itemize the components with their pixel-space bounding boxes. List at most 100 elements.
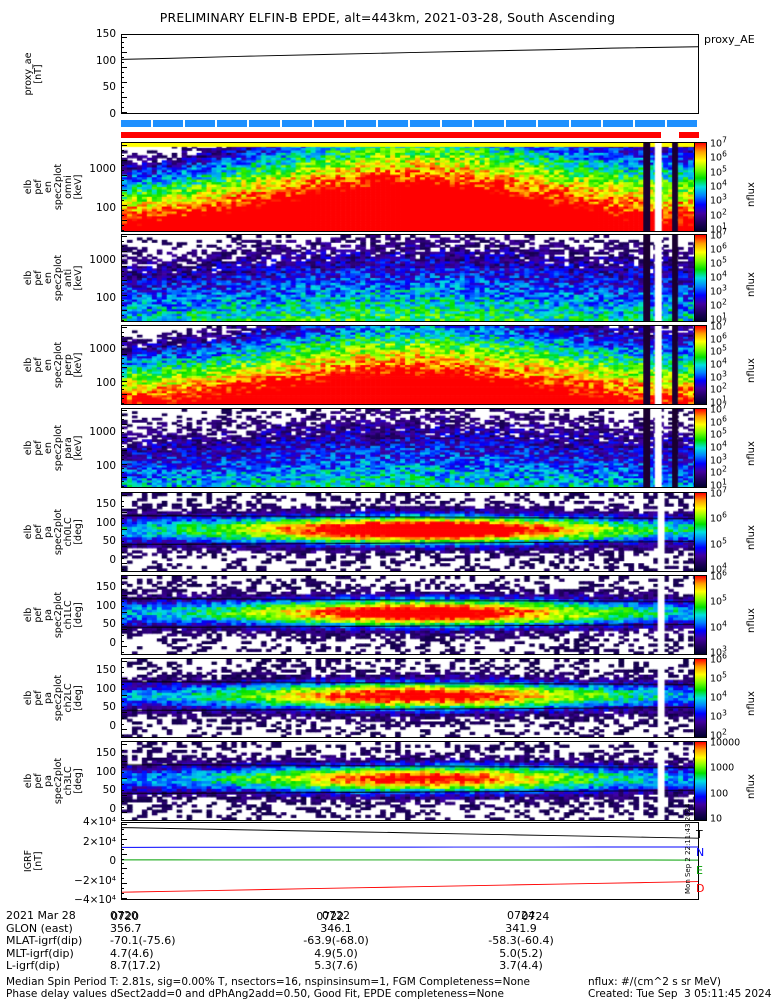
tick-mark bbox=[121, 512, 127, 513]
colorbar-tick-label: 106 bbox=[710, 568, 727, 583]
spectrogram-canvas bbox=[122, 143, 698, 231]
tick-mark bbox=[121, 309, 127, 311]
tick-mark bbox=[121, 367, 127, 369]
y-tick-label: 2×10⁴ bbox=[82, 835, 116, 848]
tick-mark bbox=[121, 468, 124, 469]
x-tick-label: 0724 bbox=[521, 910, 550, 923]
proxy-ae-ylabel: proxy_ae [nT] bbox=[23, 34, 86, 114]
tick-mark bbox=[121, 700, 124, 702]
tick-mark bbox=[121, 766, 124, 768]
igrf-legend-D: D bbox=[696, 882, 705, 895]
axis-ticks bbox=[121, 575, 129, 655]
tick-mark bbox=[121, 290, 124, 292]
y-tick-label: 100 bbox=[95, 201, 116, 214]
tick-mark bbox=[121, 236, 127, 238]
tick-mark bbox=[121, 806, 124, 808]
colorbar-tick-label: 105 bbox=[710, 164, 727, 179]
tick-mark bbox=[121, 428, 124, 429]
status-segment bbox=[153, 120, 184, 127]
y-tick-label: 1000 bbox=[89, 426, 116, 438]
table-cell: 341.9 bbox=[505, 921, 537, 935]
tick-mark bbox=[121, 557, 124, 559]
tick-mark bbox=[121, 199, 124, 201]
axis-ticks bbox=[121, 142, 129, 232]
table-cell: 346.1 bbox=[320, 921, 352, 935]
tick-mark bbox=[121, 56, 124, 58]
y-tick-label: 150 bbox=[95, 664, 116, 677]
colorbar-tick-label: 101 bbox=[710, 311, 727, 326]
y-tick-label: 0 bbox=[109, 553, 116, 566]
tick-mark bbox=[121, 450, 127, 452]
axis-ticks bbox=[121, 325, 129, 405]
y-tick-label: 0 bbox=[109, 855, 116, 867]
tick-mark bbox=[121, 494, 127, 496]
tick-mark bbox=[121, 304, 124, 306]
tick-mark bbox=[121, 159, 127, 161]
y-tick-label: 100 bbox=[95, 682, 116, 695]
tick-mark bbox=[121, 71, 124, 73]
colorbar-labels-1: 107 106 105 104 103 102 101 bbox=[710, 228, 750, 325]
tick-mark bbox=[121, 712, 127, 714]
colorbar-1 bbox=[694, 234, 707, 322]
colorbar-4 bbox=[694, 492, 707, 572]
tick-mark bbox=[121, 783, 124, 785]
table-cell: 5.3(7.6) bbox=[314, 959, 358, 973]
tick-mark bbox=[121, 617, 124, 619]
colorbar-tick-label: 101 bbox=[710, 221, 727, 236]
colorbar-tick-label: 103 bbox=[710, 452, 727, 467]
table-cell: -58.3(-60.4) bbox=[488, 934, 554, 948]
tick-mark bbox=[121, 327, 127, 329]
axis-ticks bbox=[121, 234, 129, 322]
tick-mark bbox=[121, 371, 124, 373]
tick-mark bbox=[121, 389, 124, 391]
row-label: MLT-igrf(dip) bbox=[6, 946, 74, 960]
status-segment bbox=[666, 120, 697, 127]
tick-mark bbox=[121, 164, 124, 166]
proxy-ae-panel bbox=[121, 34, 699, 114]
tick-mark bbox=[121, 445, 124, 447]
igrf-yticks: 4×10⁴ 2×10⁴ 0 −2×10⁴ −4×10⁴ bbox=[62, 816, 118, 906]
footer-right: nflux: #/(cm^2 s sr MeV) Created: Tue Se… bbox=[588, 976, 772, 1000]
table-cell: -63.9(-68.0) bbox=[303, 934, 369, 948]
colorbar-title-7: nflux bbox=[746, 773, 757, 799]
colorbar-tick-label: 102 bbox=[710, 464, 727, 479]
tick-mark bbox=[121, 376, 124, 378]
table-cell: 0722 bbox=[322, 909, 350, 922]
status-segment bbox=[602, 120, 633, 127]
colorbar-tick-label: 104 bbox=[710, 356, 727, 371]
tick-mark bbox=[121, 275, 124, 277]
spectrogram-ylabel-1: elb pef en spec2plot anti [keV] bbox=[23, 234, 86, 322]
tick-mark bbox=[121, 789, 124, 791]
y-tick-label: 50 bbox=[102, 701, 116, 714]
colorbar-tick-label: 106 bbox=[710, 510, 727, 525]
colorbar-tick-label: 103 bbox=[710, 708, 727, 723]
colorbar-tick-label: 107 bbox=[710, 485, 727, 500]
footer-left: Median Spin Period T: 2.81s, sig=0.00% T… bbox=[6, 976, 530, 1000]
spectrogram-ylabel-2: elb pef en spec2plot perp [keV] bbox=[23, 325, 86, 405]
status-segment bbox=[249, 120, 280, 127]
spectrogram-panel-4 bbox=[121, 492, 699, 572]
x-tick-label: 0722 bbox=[316, 910, 345, 923]
tick-mark bbox=[121, 853, 127, 855]
tick-mark bbox=[121, 256, 124, 257]
axis-ticks bbox=[121, 741, 129, 821]
colorbar-0 bbox=[694, 142, 707, 232]
spectrogram-yticks-5: 150 100 50 0 bbox=[82, 575, 118, 655]
status-segment bbox=[313, 120, 344, 127]
tick-mark bbox=[121, 209, 124, 211]
tick-mark bbox=[121, 314, 124, 316]
tick-mark bbox=[121, 179, 124, 181]
y-tick-label: 100 bbox=[95, 460, 116, 473]
tick-mark bbox=[121, 735, 124, 737]
row-label: L-igrf(dip) bbox=[6, 959, 60, 973]
spectrogram-ylabel-5: elb pef pa spec2plot ch1LC [deg] bbox=[23, 575, 86, 655]
tick-mark bbox=[121, 331, 124, 333]
tick-mark bbox=[121, 111, 127, 113]
status-segment bbox=[121, 132, 662, 138]
tick-mark bbox=[121, 546, 127, 548]
status-segment bbox=[345, 120, 376, 127]
spectrogram-canvas bbox=[122, 659, 698, 737]
tick-mark bbox=[121, 463, 127, 465]
tick-mark bbox=[121, 678, 127, 679]
tick-mark bbox=[121, 818, 124, 820]
